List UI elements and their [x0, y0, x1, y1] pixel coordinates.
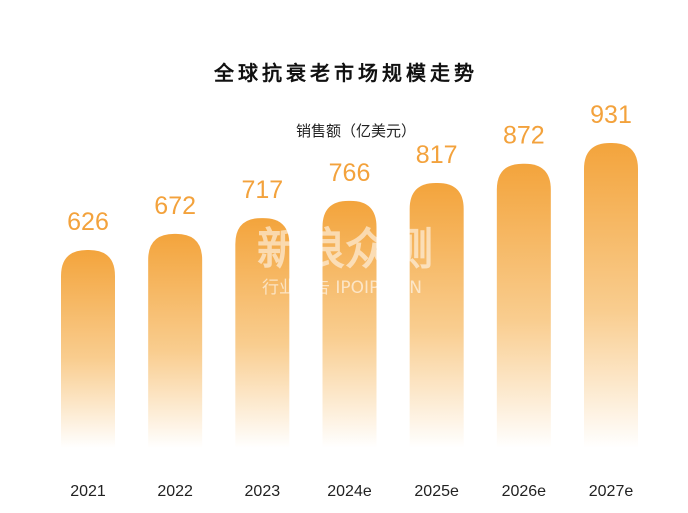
x-tick-2025e: 2025e [414, 483, 459, 500]
bar-2027e [584, 143, 638, 448]
bar-2021 [61, 250, 115, 448]
x-tick-2023: 2023 [245, 483, 281, 500]
value-label-2024e: 766 [329, 159, 371, 187]
x-tick-2026e: 2026e [502, 483, 547, 500]
value-label-2023: 717 [241, 176, 283, 204]
x-tick-2022: 2022 [157, 483, 193, 500]
bar-2025e [409, 182, 464, 448]
value-label-2021: 626 [67, 208, 109, 236]
x-tick-2021: 2021 [70, 483, 106, 500]
bar-2024e [322, 200, 377, 448]
bar-2023 [235, 218, 290, 448]
bar-2026e [496, 163, 551, 448]
chart-title: 全球抗衰老市场规模走势 [213, 61, 478, 85]
value-label-2026e: 872 [503, 122, 545, 150]
watermark-main: 新浪众测 [257, 224, 433, 275]
value-label-2022: 672 [154, 192, 196, 220]
value-labels-group: 626 672 717 766 817 872 931 [67, 101, 632, 236]
x-tick-2027e: 2027e [589, 483, 634, 500]
y-axis-label: 销售额（亿美元） [296, 122, 416, 140]
value-label-2025e: 817 [416, 141, 458, 169]
x-tick-labels-group: 2021 2022 2023 2024e 2025e 2026e 2027e [70, 483, 633, 500]
watermark-sub: 行业报告 IPOIPO.CN [262, 278, 422, 298]
bar-2022 [148, 233, 203, 448]
x-tick-2024e: 2024e [327, 483, 372, 500]
watermark: 新浪众测 行业报告 IPOIPO.CN [257, 224, 433, 298]
value-label-2027e: 931 [590, 101, 632, 129]
bars-group [61, 143, 638, 448]
